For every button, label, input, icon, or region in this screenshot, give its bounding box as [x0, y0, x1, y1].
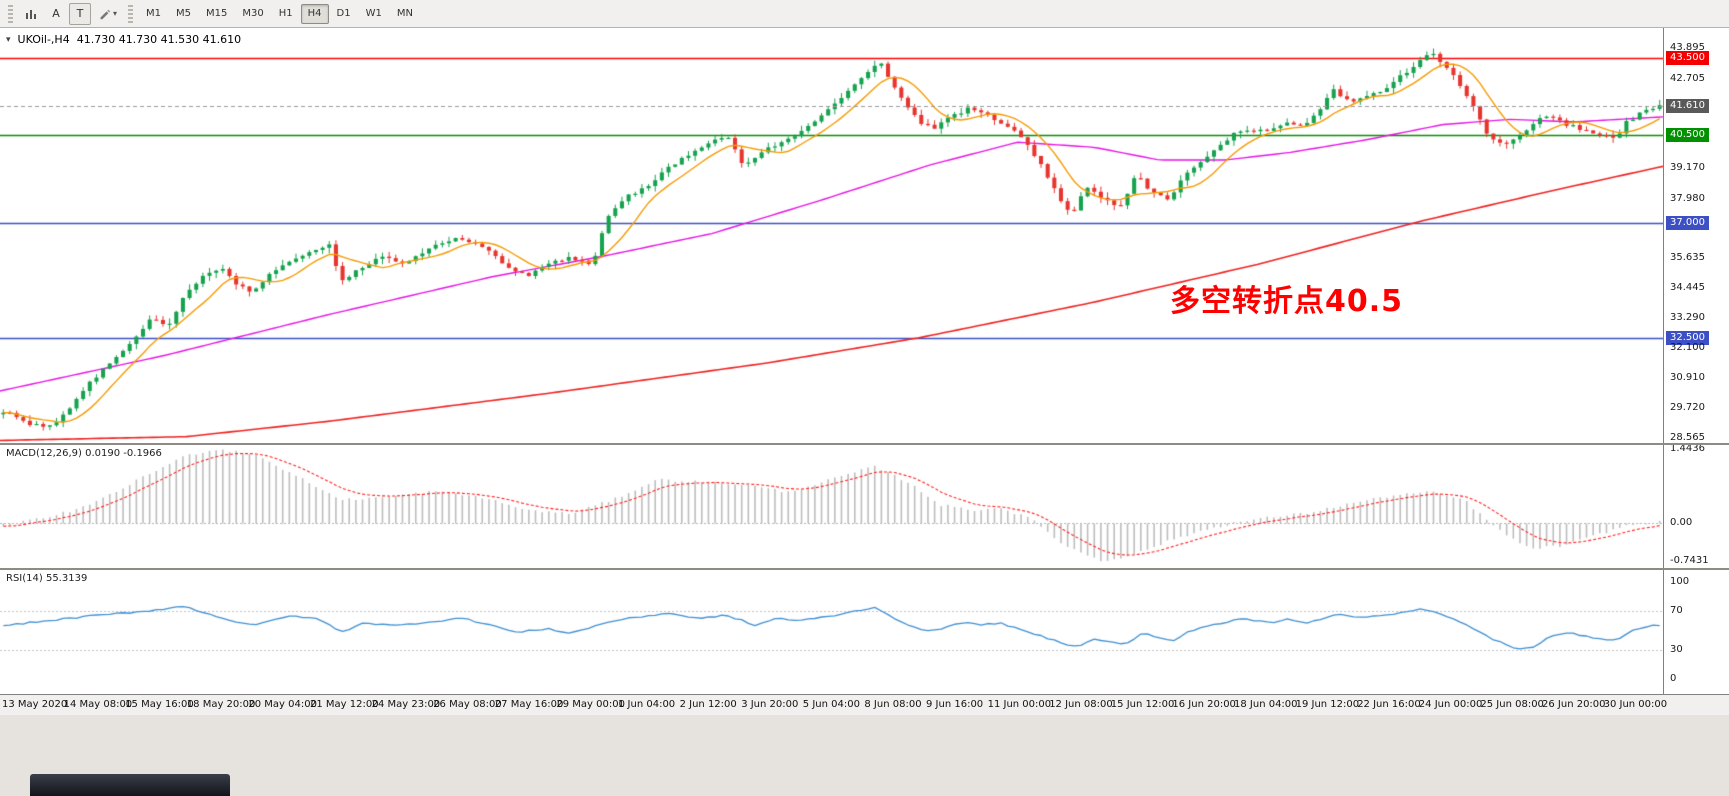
timeframe-button-m15[interactable]: M15 — [199, 4, 234, 24]
time-axis-label: 8 Jun 08:00 — [864, 699, 922, 710]
collapse-arrow-icon[interactable]: ▾ — [6, 34, 11, 45]
time-axis-label: 9 Jun 16:00 — [926, 699, 984, 710]
chart-type-button[interactable] — [19, 3, 43, 25]
timeframe-button-m5[interactable]: M5 — [169, 4, 198, 24]
axis-label: 33.290 — [1670, 311, 1705, 323]
axis-label: 37.980 — [1670, 192, 1705, 204]
timeframe-button-m30[interactable]: M30 — [235, 4, 270, 24]
toolbar: A T ▾ M1 M5 M15 M30 H1 H4 D1 W1 MN — [0, 0, 1729, 28]
time-axis-label: 13 May 2020 — [2, 699, 68, 710]
macd-axis: 1.4436 0.00 -0.7431 — [1663, 445, 1729, 568]
desktop-area — [0, 715, 1729, 796]
chevron-down-icon: ▾ — [113, 9, 118, 18]
chart-header: ▾ UKOil-,H4 41.730 41.730 41.530 41.610 — [6, 33, 241, 46]
time-axis-label: 12 Jun 08:00 — [1049, 699, 1113, 710]
timeframe-button-mn[interactable]: MN — [390, 4, 420, 24]
axis-label: 37.000 — [1666, 216, 1709, 231]
time-axis-label: 18 Jun 04:00 — [1234, 699, 1298, 710]
axis-label: 32.100 — [1670, 341, 1705, 353]
axis-label: 40.500 — [1666, 127, 1709, 142]
panel-divider[interactable] — [0, 443, 1729, 445]
time-axis-label: 14 May 08:00 — [63, 699, 133, 710]
axis-label: 70 — [1670, 605, 1683, 617]
chart-annotation: 多空转折点40.5 — [1170, 284, 1404, 319]
axis-label: 0.00 — [1670, 516, 1693, 528]
rsi-canvas — [0, 570, 1663, 694]
time-axis-label: 16 Jun 20:00 — [1172, 699, 1236, 710]
time-axis-label: 15 May 16:00 — [125, 699, 194, 710]
time-axis-label: 24 Jun 00:00 — [1418, 699, 1483, 710]
macd-canvas — [0, 445, 1663, 568]
ohlc-values: 41.730 41.730 41.530 41.610 — [76, 33, 242, 46]
axis-label: 39.170 — [1670, 162, 1705, 174]
axis-label: 28.565 — [1670, 431, 1705, 443]
timeframe-button-h1[interactable]: H1 — [272, 4, 300, 24]
time-axis-label: 1 Jun 04:00 — [618, 699, 676, 710]
time-axis-label: 30 Jun 00:00 — [1603, 699, 1668, 710]
macd-label: MACD(12,26,9) 0.0190 -0.1966 — [6, 448, 162, 459]
time-axis-label: 5 Jun 04:00 — [802, 699, 860, 710]
axis-label: 42.705 — [1670, 72, 1705, 84]
pencil-icon — [100, 9, 111, 20]
axis-label: 29.720 — [1670, 402, 1705, 414]
main-price-axis: 43.895 43.500 42.705 41.610 40.500 39.170 37.9… — [1663, 28, 1729, 443]
main-chart-panel[interactable]: ▾ UKOil-,H4 41.730 41.730 41.530 41.610 … — [0, 28, 1729, 443]
cursor-tool-button[interactable]: A — [45, 3, 67, 25]
timeframe-button-d1[interactable]: D1 — [330, 4, 358, 24]
bar-chart-icon — [26, 9, 36, 19]
time-axis-label: 3 Jun 20:00 — [741, 699, 799, 710]
axis-label: 43.500 — [1666, 51, 1709, 66]
time-axis-label: 24 May 23:00 — [371, 699, 441, 710]
axis-label: -0.7431 — [1670, 554, 1709, 566]
panel-divider[interactable] — [0, 568, 1729, 570]
text-tool-button[interactable]: T — [69, 2, 91, 25]
time-axis-label: 26 May 08:00 — [433, 699, 502, 710]
toolbar-separator-grip[interactable] — [128, 4, 134, 23]
time-axis-label: 27 May 16:00 — [494, 699, 564, 710]
timeframe-button-m1[interactable]: M1 — [139, 4, 168, 24]
time-axis[interactable]: 13 May 2020 14 May 08:00 15 May 16:00 18 Ma… — [0, 694, 1729, 715]
time-axis-label: 19 Jun 12:00 — [1295, 699, 1360, 710]
symbol-label: UKOil-,H4 — [17, 33, 70, 46]
rsi-label: RSI(14) 55.3139 — [6, 573, 88, 584]
time-axis-label: 21 May 12:00 — [310, 699, 379, 710]
background-window-fragment[interactable] — [30, 774, 230, 796]
rsi-panel[interactable]: RSI(14) 55.3139 100 70 30 0 — [0, 570, 1729, 694]
axis-label: 34.445 — [1670, 282, 1705, 294]
rsi-axis: 100 70 30 0 — [1663, 570, 1729, 694]
axis-label: 35.635 — [1670, 252, 1705, 264]
timeframe-toolbar: M1 M5 M15 M30 H1 H4 D1 W1 MN — [139, 3, 420, 24]
axis-label: 100 — [1670, 576, 1690, 588]
axis-label: 30 — [1670, 643, 1683, 655]
axis-label: 41.610 — [1666, 99, 1709, 114]
time-axis-label: 22 Jun 16:00 — [1357, 699, 1421, 710]
axis-label: 1.4436 — [1670, 445, 1705, 454]
candlestick-chart-canvas[interactable] — [0, 28, 1663, 443]
axis-label: 32.500 — [1666, 330, 1709, 345]
axis-label: 43.895 — [1670, 42, 1705, 54]
time-axis-label: 25 Jun 08:00 — [1480, 699, 1544, 710]
time-axis-label: 18 May 20:00 — [186, 699, 256, 710]
timeframe-button-w1[interactable]: W1 — [359, 4, 389, 24]
drawing-tool-button[interactable]: ▾ — [93, 3, 122, 25]
time-axis-label: 11 Jun 00:00 — [987, 699, 1052, 710]
axis-label: 30.910 — [1670, 372, 1705, 384]
time-axis-label: 15 Jun 12:00 — [1110, 699, 1175, 710]
toolbar-grip-handle[interactable] — [8, 4, 13, 23]
time-axis-label: 29 May 00:00 — [556, 699, 625, 710]
time-axis-label: 2 Jun 12:00 — [679, 699, 737, 710]
time-axis-label: 26 Jun 20:00 — [1542, 699, 1606, 710]
macd-panel[interactable]: MACD(12,26,9) 0.0190 -0.1966 1.4436 0.00 -… — [0, 445, 1729, 568]
timeframe-button-h4[interactable]: H4 — [300, 3, 329, 24]
axis-label: 0 — [1670, 673, 1677, 685]
time-axis-label: 20 May 04:00 — [248, 699, 317, 710]
